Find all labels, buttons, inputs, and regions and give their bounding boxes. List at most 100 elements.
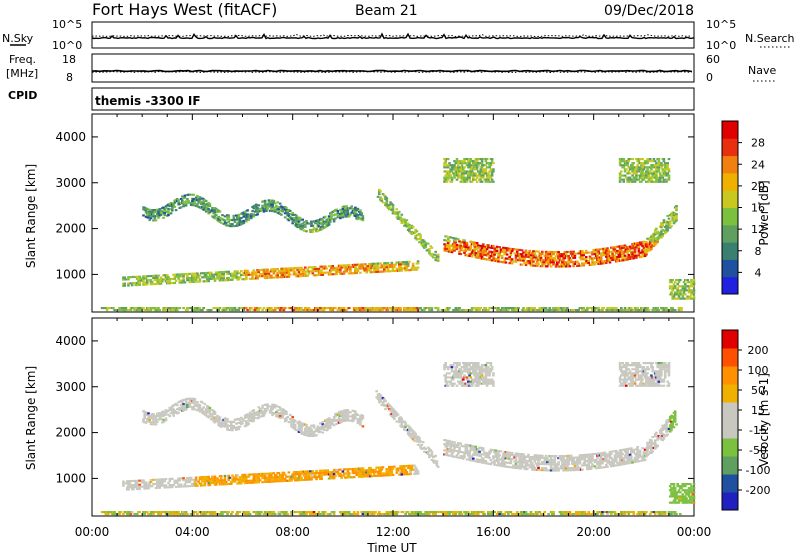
power-cell [646, 307, 649, 310]
power-cell [667, 170, 671, 173]
power-cell [640, 241, 643, 244]
velocity-cell [243, 482, 247, 485]
power-cell [245, 218, 248, 221]
velocity-cell [293, 419, 297, 422]
velocity-cell [268, 511, 272, 514]
power-cell [692, 297, 696, 300]
velocity-cell [300, 428, 303, 431]
velocity-cell [337, 417, 341, 420]
power-cell [455, 309, 459, 312]
power-cell [524, 264, 528, 267]
power-cell [525, 307, 529, 310]
power-cell [475, 176, 479, 179]
power-cell [500, 307, 504, 310]
power-cell [651, 160, 654, 163]
power-cell [394, 263, 397, 266]
velocity-cell [194, 480, 198, 483]
velocity-cell [331, 471, 335, 474]
power-cell [543, 263, 547, 266]
power-cell [444, 178, 447, 181]
power-cell [544, 309, 548, 312]
velocity-cell [383, 474, 386, 477]
power-cell [613, 256, 617, 259]
power-cell [291, 211, 294, 214]
power-cell [256, 213, 259, 216]
velocity-cell [149, 479, 153, 482]
velocity-cell [369, 473, 372, 476]
velocity-cell [393, 417, 396, 420]
velocity-cell [314, 474, 317, 477]
velocity-cell [246, 481, 249, 484]
power-cell [424, 243, 427, 246]
power-cell [253, 309, 257, 312]
velocity-cell [266, 478, 269, 481]
power-cell [403, 263, 406, 266]
power-cell [686, 279, 690, 282]
velocity-cell [163, 480, 167, 483]
power-cell [684, 287, 687, 290]
power-cell [138, 281, 141, 284]
velocity-cell [385, 511, 389, 514]
power-cell [640, 243, 643, 246]
velocity-cell [332, 513, 336, 516]
power-cell [167, 276, 170, 279]
power-cell [236, 272, 239, 275]
power-cell [667, 158, 671, 161]
velocity-cell [231, 474, 234, 477]
power-cell [646, 160, 649, 163]
power-cell [657, 178, 661, 181]
velocity-cell [295, 429, 298, 432]
power-cell [301, 218, 304, 221]
power-cell [227, 216, 230, 219]
power-cell [430, 252, 434, 255]
power-cell [647, 180, 651, 183]
velocity-cell [298, 423, 302, 426]
velocity-cell [320, 475, 323, 478]
power-cell [231, 274, 234, 277]
power-cell [272, 208, 276, 211]
power-cell [345, 215, 348, 218]
power-cell [573, 260, 577, 263]
velocity-cell [356, 469, 360, 472]
power-cell [502, 250, 505, 253]
power-cell [301, 270, 304, 273]
power-cell [477, 244, 480, 247]
power-cell [385, 266, 389, 269]
velocity-cell [177, 411, 180, 414]
power-cell [443, 239, 446, 242]
power-cell [672, 216, 676, 219]
power-cell [448, 162, 451, 165]
power-cell [475, 242, 479, 245]
power-cell [665, 174, 668, 177]
power-cell [636, 164, 639, 167]
velocity-cell [122, 482, 125, 485]
velocity-cell [181, 401, 184, 404]
power-cell [307, 266, 311, 269]
power-cell [662, 229, 666, 232]
power-cell [129, 282, 133, 285]
power-cell [514, 260, 518, 263]
power-cell [527, 253, 530, 256]
power-cell [469, 164, 473, 167]
power-cell [462, 172, 465, 175]
power-cell [518, 248, 521, 251]
power-cell [573, 262, 577, 265]
power-cell [409, 307, 412, 310]
power-cell [672, 218, 676, 221]
power-cell [591, 261, 594, 264]
power-cell [680, 309, 683, 312]
power-cell [252, 213, 256, 216]
power-cell [635, 256, 638, 259]
velocity-cell [304, 433, 307, 436]
power-cell [406, 262, 410, 265]
power-cell [661, 170, 664, 173]
velocity-cell [386, 513, 390, 516]
power-cell [247, 271, 251, 274]
velocity-cell [391, 467, 395, 470]
velocity-cell [293, 475, 297, 478]
power-cell [292, 219, 296, 222]
velocity-cell [182, 513, 185, 516]
velocity-cell [164, 419, 168, 422]
power-cell [488, 166, 491, 169]
power-cell [657, 160, 661, 163]
